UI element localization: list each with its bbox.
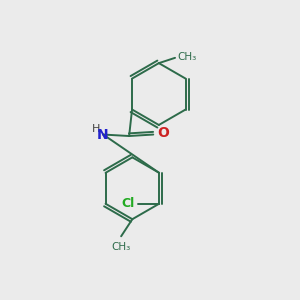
Text: O: O	[157, 126, 169, 140]
Text: CH₃: CH₃	[112, 242, 131, 252]
Text: Cl: Cl	[121, 196, 134, 210]
Text: H: H	[92, 124, 100, 134]
Text: CH₃: CH₃	[177, 52, 196, 62]
Text: N: N	[97, 128, 108, 142]
